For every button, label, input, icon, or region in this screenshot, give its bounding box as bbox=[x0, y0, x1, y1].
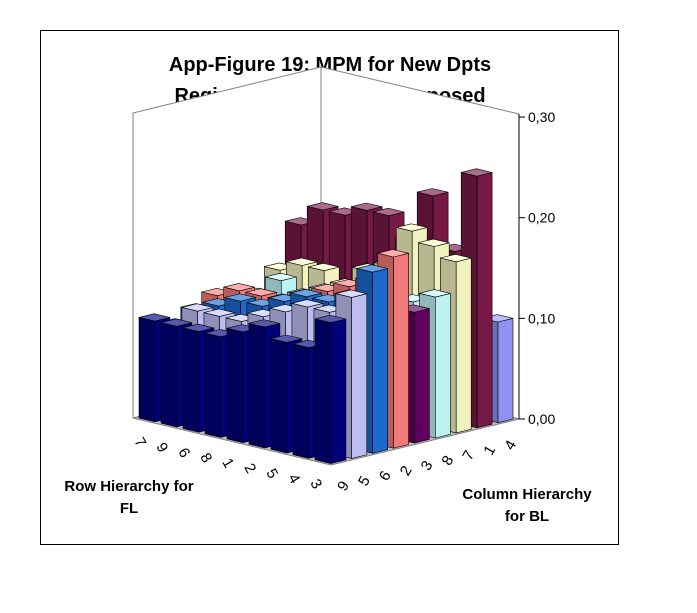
bar-r5-c1-top bbox=[417, 188, 449, 197]
bar-r1-c9-side-left bbox=[226, 327, 244, 444]
row-axis-tick-label: 8 bbox=[196, 450, 215, 466]
bar-r3-c6-top bbox=[356, 264, 388, 273]
bar-r3-c3-side-right bbox=[414, 308, 430, 444]
column-axis-title-line-2: for BL bbox=[504, 508, 550, 525]
bar-r3-c4-side-right bbox=[497, 317, 514, 424]
bar-r5-c9-side-left bbox=[270, 338, 288, 454]
column-axis-tick-label: 3 bbox=[418, 458, 437, 474]
column-axis-tick-label: 6 bbox=[376, 468, 395, 484]
bar-r3-c9-side-right bbox=[330, 318, 347, 464]
column-axis-title: Column Hierarchy for BL bbox=[432, 484, 622, 528]
bar-r9-c1-top bbox=[307, 202, 339, 211]
bar-r3-c9 bbox=[314, 314, 347, 464]
column-axis-tick-label: 5 bbox=[355, 473, 374, 489]
bar-r3-c1-top bbox=[461, 168, 493, 177]
bar-r3-c2-side-right bbox=[393, 252, 409, 449]
bar-r6-c6-top bbox=[224, 293, 256, 302]
bar-r3-c8-top bbox=[419, 289, 451, 298]
z-axis-tick-label: 0,10 bbox=[528, 310, 555, 326]
bar-r3-c7-side-right bbox=[455, 257, 472, 434]
bar-r5-c9-top bbox=[270, 334, 302, 343]
bar-r7-c9-top bbox=[138, 313, 170, 322]
column-axis-tick-label: 1 bbox=[480, 443, 499, 459]
column-axis-tick-label: 2 bbox=[397, 463, 416, 479]
z-axis-tick-label: 0,20 bbox=[528, 210, 555, 226]
bar-r5-c7-top bbox=[396, 223, 428, 232]
bar-r9-c9-top bbox=[160, 318, 192, 327]
bar-r6-c2-top bbox=[245, 288, 277, 297]
bar-r9-c5-top bbox=[181, 303, 213, 312]
bar-r9-c8-top bbox=[265, 272, 297, 282]
bar-r2-c9-top bbox=[248, 319, 280, 328]
row-axis-tick-label: 9 bbox=[152, 440, 171, 456]
bar-r3-c6-side-right bbox=[372, 268, 389, 454]
chart-title-line-1: App-Figure 19: MPM for New Dpts bbox=[168, 54, 492, 76]
bar-r9-c7-top bbox=[286, 257, 318, 266]
bar-r4-c9-side-left bbox=[292, 343, 310, 459]
z-axis-tick-label: 0,00 bbox=[528, 411, 555, 427]
bar-r8-c1-top bbox=[351, 202, 383, 211]
row-axis-tick-label: 3 bbox=[306, 476, 325, 492]
row-axis-tick-label: 7 bbox=[130, 434, 149, 450]
column-axis-title-line-1: Column Hierarchy bbox=[462, 486, 592, 503]
column-axis-tick-label: 7 bbox=[459, 448, 478, 464]
column-axis-tick-label: 4 bbox=[501, 437, 520, 453]
bar-r3-c9-side-left bbox=[314, 318, 332, 464]
bar-r3-c2-top bbox=[377, 249, 409, 258]
bar-r1-c1-top bbox=[373, 207, 405, 217]
bar-r5-c5-top bbox=[291, 299, 323, 308]
bar-r6-c5-top bbox=[203, 308, 235, 317]
bar-r6-c9-top bbox=[182, 323, 214, 332]
bar-r7-c9-side-left bbox=[138, 317, 156, 423]
bar-r8-c9-side-left bbox=[204, 332, 222, 438]
row-axis-title-line-1: Row Hierarchy for bbox=[64, 478, 194, 495]
bar-r3-c5-top bbox=[335, 289, 367, 298]
row-axis-tick-label: 5 bbox=[262, 466, 281, 482]
row-axis-tick-label: 1 bbox=[218, 455, 237, 471]
bar-r6-c7-top bbox=[308, 262, 340, 272]
row-axis-title: Row Hierarchy for FL bbox=[44, 476, 214, 520]
bar-r4-c7-top bbox=[418, 238, 450, 247]
row-axis-title-line-2: FL bbox=[119, 500, 139, 517]
row-axis-tick-label: 4 bbox=[284, 471, 303, 487]
bar-r3-c1-side-right bbox=[476, 172, 493, 429]
bar-r3-c7-top bbox=[440, 253, 472, 263]
column-axis-tick-label: 9 bbox=[334, 478, 353, 494]
row-axis-tick-label: 2 bbox=[240, 461, 259, 477]
bar-r9-c9-side-left bbox=[160, 322, 178, 428]
bar-r6-c9-side-left bbox=[182, 327, 200, 433]
row-axis-tick-label: 6 bbox=[174, 445, 193, 461]
bar-r9-c2-top bbox=[223, 283, 255, 292]
bar-r2-c9-side-left bbox=[248, 322, 266, 449]
bar-r3-c8-side-right bbox=[434, 293, 451, 439]
z-axis-tick-label: 0,30 bbox=[528, 109, 555, 125]
column-axis-tick-label: 8 bbox=[439, 453, 458, 469]
bar-r2-c6-top bbox=[290, 288, 322, 298]
bar-r3-c5-side-right bbox=[351, 293, 368, 459]
bar-r3-c9-top bbox=[314, 314, 346, 323]
